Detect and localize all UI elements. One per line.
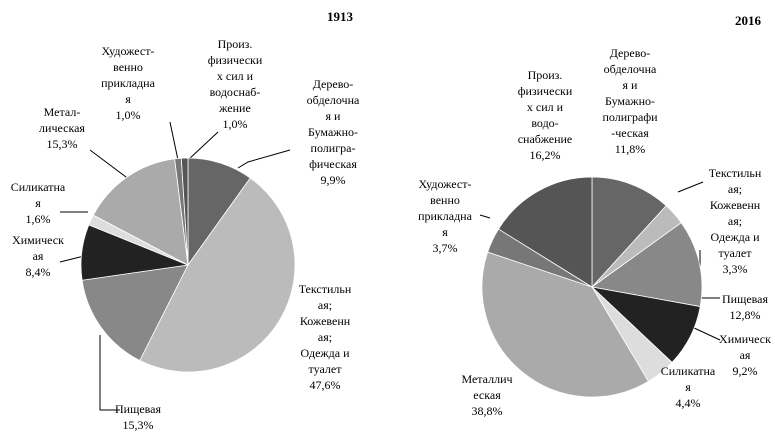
leader-line — [187, 131, 219, 161]
leader-line — [169, 121, 179, 161]
slice-label: фическая — [309, 157, 357, 171]
slice-label: Бумажно- — [308, 125, 358, 139]
slice-label: Химическ — [12, 233, 64, 247]
slice-label: Пищевая — [115, 402, 161, 416]
leader-line — [699, 250, 720, 299]
value-label: 16,2% — [530, 148, 561, 162]
value-label: 12,8% — [730, 308, 761, 322]
pie-slice — [81, 264, 189, 362]
slice-label: физически — [208, 53, 263, 67]
pie-slice — [591, 222, 703, 308]
slice-label: Текстильн — [709, 166, 762, 180]
value-label: 8,4% — [26, 265, 51, 279]
slice-label: Дерево- — [610, 46, 651, 60]
slice-label: Текстильн — [299, 282, 352, 296]
slice-label: туалет — [309, 362, 343, 376]
value-label: 1,6% — [26, 212, 51, 226]
slice-label: Произ. — [528, 68, 563, 82]
value-label: 15,3% — [123, 418, 154, 432]
slice-label: полиграфи — [602, 110, 658, 124]
slice-label: Метал- — [44, 105, 81, 119]
value-label: 47,6% — [310, 378, 341, 392]
leader-line — [99, 335, 120, 411]
chart-title: 2016 — [735, 13, 762, 28]
pie-slice — [497, 176, 593, 288]
slice-label: ая; — [728, 214, 742, 228]
leader-line — [691, 326, 721, 341]
slice-label: Силикатна — [661, 364, 716, 378]
value-label: 1,0% — [116, 108, 141, 122]
slice-label: Художест- — [102, 44, 155, 58]
slice-label: туалет — [719, 246, 753, 260]
leader-line — [479, 214, 491, 219]
slice-label: Кожевенн — [300, 314, 351, 328]
slice-label: водоснаб- — [210, 85, 261, 99]
slice-label: ая; — [318, 298, 332, 312]
value-label: 1,0% — [223, 117, 248, 131]
value-label: 4,4% — [676, 396, 701, 410]
value-label: 38,8% — [472, 404, 503, 418]
slice-label: прикладна — [418, 209, 473, 223]
pie-slice — [591, 176, 667, 289]
slice-label: еская — [473, 388, 501, 402]
chart-title: 1913 — [327, 9, 354, 24]
slice-label: я — [125, 92, 131, 106]
value-label: 3,3% — [723, 262, 748, 276]
slice-label: ая; — [318, 330, 332, 344]
slice-label: я — [685, 380, 691, 394]
leader-line — [89, 149, 131, 181]
slice-label: ая — [33, 249, 44, 263]
slice-label: Дерево- — [313, 77, 354, 91]
slice-label: Металлич — [461, 372, 512, 386]
slice-label: ая — [740, 348, 751, 362]
value-label: 3,7% — [433, 241, 458, 255]
slice-label: водо- — [531, 116, 558, 130]
slice-label: Художест- — [419, 177, 472, 191]
slice-label: обделочна — [307, 93, 360, 107]
leader-line — [677, 181, 704, 193]
pie-slice — [481, 251, 650, 398]
slice-label: Силикатна — [11, 180, 66, 194]
slice-label: -ческая — [611, 126, 649, 140]
slice-label: Произ. — [218, 37, 253, 51]
value-label: 15,3% — [47, 137, 78, 151]
pie-slice — [139, 177, 296, 373]
slice-label: полигра- — [311, 141, 356, 155]
slice-label: Бумажно- — [605, 94, 655, 108]
slice-label: ая; — [728, 182, 742, 196]
value-label: 9,2% — [733, 364, 758, 378]
slice-label: Пищевая — [722, 292, 768, 306]
slice-label: обделочна — [604, 62, 657, 76]
slice-label: венно — [113, 60, 143, 74]
value-label: 11,8% — [615, 142, 646, 156]
pie-slice — [180, 157, 189, 266]
slice-label: Химическ — [719, 332, 771, 346]
slice-label: Одежда и — [300, 346, 350, 360]
slice-label: жение — [218, 101, 251, 115]
value-label: 9,9% — [321, 173, 346, 187]
slice-label: лическая — [39, 121, 85, 135]
slice-label: х сил и — [527, 100, 564, 114]
slice-label: снабжение — [518, 132, 573, 146]
slice-label: Кожевенн — [710, 198, 761, 212]
slice-label: прикладна — [101, 76, 156, 90]
slice-label: я — [442, 225, 448, 239]
slice-label: венно — [430, 193, 460, 207]
slice-label: Одежда и — [710, 230, 760, 244]
slice-label: физически — [518, 84, 573, 98]
pie-slice — [92, 158, 189, 266]
slice-label: я и — [623, 78, 639, 92]
slice-label: х сил и — [217, 69, 254, 83]
slice-label: я и — [326, 109, 342, 123]
slice-label: я — [35, 196, 41, 210]
leader-line — [237, 149, 291, 169]
